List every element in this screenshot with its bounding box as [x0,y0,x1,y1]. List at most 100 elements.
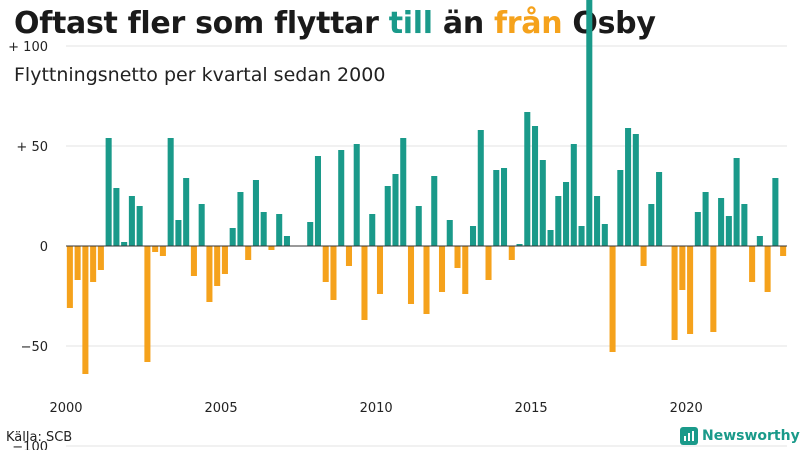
bar [718,198,725,246]
bar [245,246,252,260]
bar [136,206,143,246]
x-tick-label: 2020 [670,401,703,416]
bar [276,214,283,246]
bar [687,246,694,334]
bar [144,246,151,362]
bar [105,138,112,246]
bar [175,220,182,246]
bar [446,220,453,246]
brand-name: Newsworthy [702,428,800,444]
bar [694,212,701,246]
bar [780,246,787,256]
bar [384,186,391,246]
bar [493,170,500,246]
bar [307,222,314,246]
bar [586,0,593,246]
x-tick-label: 2015 [515,401,548,416]
bar [570,144,577,246]
chart-subtitle: Flyttningsnetto per kvartal sedan 2000 [14,64,386,86]
bar [283,236,290,246]
bar [617,170,624,246]
bar [198,204,205,246]
y-tick-label: −50 [21,340,48,355]
title-part-1: Oftast fler som flyttar [14,6,389,41]
bar [454,246,461,268]
title-highlight-out: från [494,6,563,41]
bar [90,246,97,282]
bar [183,178,190,246]
bar [314,156,321,246]
bar [97,246,104,270]
bar [229,228,236,246]
bar [462,246,469,294]
bar [121,242,128,246]
bar [400,138,407,246]
bar [671,246,678,340]
bar [438,246,446,292]
bar [66,246,73,308]
bar [469,226,477,246]
y-tick-label: 0 [40,240,48,255]
bar [407,246,415,304]
bar [594,196,601,246]
bar [369,214,376,246]
bar [353,144,360,246]
bar [237,192,244,246]
y-tick-label: + 50 [16,140,48,155]
bar [578,226,585,246]
x-tick-label: 2000 [49,401,82,416]
bar [485,246,492,280]
bar [128,196,135,246]
bar [423,246,430,314]
bar [710,246,717,332]
bar [733,158,740,246]
bar [524,112,531,246]
bar [392,174,399,246]
bar [632,134,639,246]
bar [648,204,655,246]
bar [376,246,384,294]
bar [338,150,345,246]
bar [508,246,515,260]
bar [625,128,632,246]
bar [609,246,616,352]
bar [82,246,89,374]
bar-chart-icon [680,427,698,445]
bar [756,236,763,246]
bar [159,246,166,256]
bar [516,244,523,246]
bar [206,246,213,302]
bar [725,216,732,246]
bar [190,246,197,276]
bar [563,182,570,246]
bar [330,246,337,300]
bar [268,246,275,250]
bar [547,230,554,246]
source-label: Källa: SCB [6,430,73,445]
y-tick-label: + 100 [8,40,48,55]
title-part-3: än [432,6,495,41]
bar [656,172,663,246]
bar [539,160,546,246]
bar [345,246,352,266]
bar [214,246,221,286]
bar [764,246,771,292]
bar [415,206,422,246]
bar [260,212,267,246]
bar [679,246,686,290]
bar [601,224,608,246]
bar [361,246,368,320]
bar [113,188,120,246]
bar [749,246,756,282]
bar [74,246,81,280]
title-highlight-in: till [388,6,433,41]
newsworthy-logo: Newsworthy [680,427,800,445]
bar [477,130,484,246]
bar [322,246,329,282]
bar [772,178,779,246]
bar [252,180,259,246]
bar [555,196,562,246]
bar [741,204,748,246]
x-tick-label: 2010 [360,401,393,416]
